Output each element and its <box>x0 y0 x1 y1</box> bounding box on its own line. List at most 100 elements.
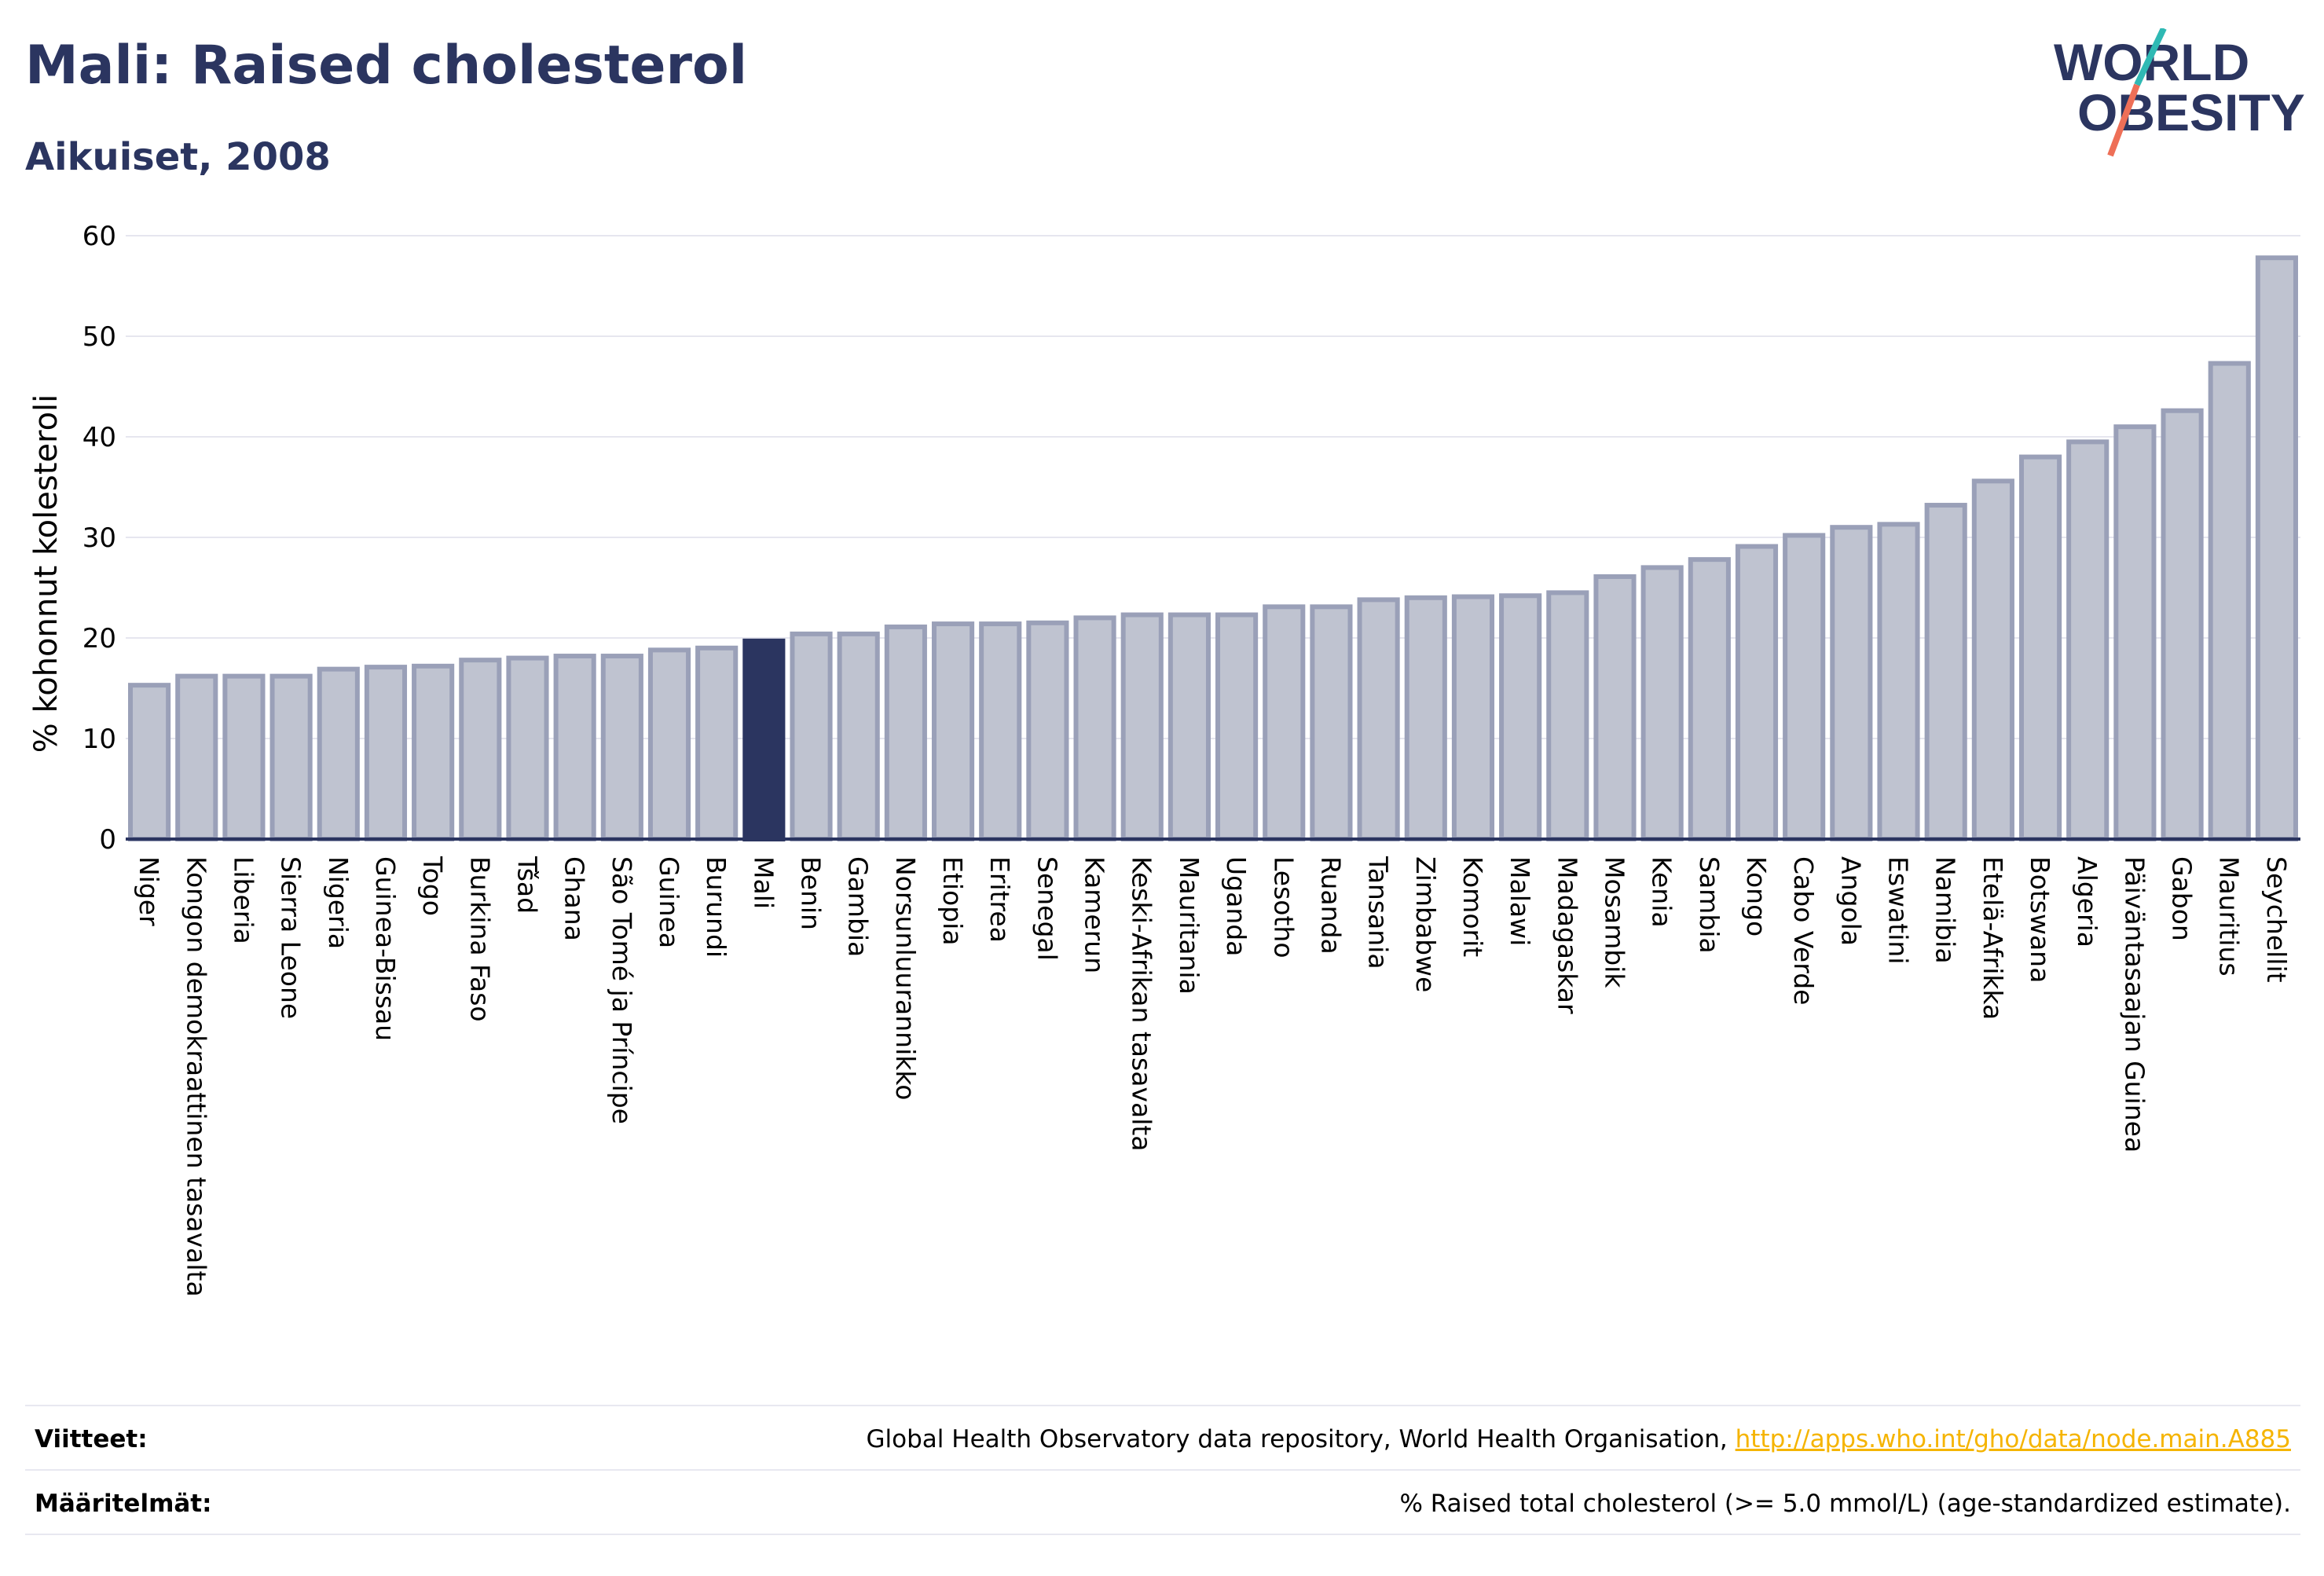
x-tick-label: Nigeria <box>323 856 354 949</box>
bar-sambia <box>1688 557 1731 841</box>
y-axis-label: % kohonnut kolesteroli <box>28 394 64 753</box>
bar-norsunluurannikko <box>884 624 927 841</box>
x-tick-label: Kamerun <box>1080 856 1110 973</box>
bar-guinea-bissau <box>364 665 408 841</box>
bar-algeria <box>2066 439 2110 842</box>
logo-slash-coral <box>2107 83 2140 157</box>
x-tick-label: Liberia <box>228 856 258 944</box>
bar-gabon <box>2161 408 2204 841</box>
y-tick-label: 10 <box>82 724 116 755</box>
x-tick-label: Benin <box>796 856 827 930</box>
bar-komorit <box>1451 594 1495 842</box>
definitions-label: Määritelmät: <box>35 1490 212 1518</box>
x-tick-label: Botswana <box>2025 856 2055 983</box>
bar-mauritius <box>2208 361 2251 841</box>
x-tick-label: Niger <box>134 856 164 926</box>
x-tick-label: Ruanda <box>1315 856 1346 955</box>
logo-slash-teal <box>2134 28 2167 86</box>
bar-ruanda <box>1310 604 1353 841</box>
definitions-text: % Raised total cholesterol (>= 5.0 mmol/… <box>1399 1490 2291 1518</box>
x-tick-label: Etiopia <box>937 856 968 946</box>
x-tick-label: Zimbabwe <box>1410 856 1441 992</box>
x-tick-label: Sierra Leone <box>276 856 306 1019</box>
bar-mali <box>742 638 786 842</box>
x-tick-label: Eritrea <box>984 856 1015 943</box>
bar-senegal <box>1026 620 1069 841</box>
x-tick-label: Etelä-Afrikka <box>1978 856 2008 1020</box>
x-tick-label: Tansania <box>1363 856 1394 969</box>
y-tick-label: 40 <box>82 422 116 453</box>
bar-togo <box>412 663 455 842</box>
x-tick-label: Uganda <box>1221 856 1252 956</box>
bar-uganda <box>1215 612 1259 841</box>
world-obesity-logo: WORLD OBESITY <box>2054 28 2305 157</box>
bar-cabo-verde <box>1783 533 1826 841</box>
sources-value: Global Health Observatory data repositor… <box>867 1425 2291 1453</box>
x-tick-label: Keski-Afrikan tasavalta <box>1127 856 1157 1152</box>
x-tick-label: Sambia <box>1694 856 1725 954</box>
x-tick-label: São Tomé ja Príncipe <box>607 856 637 1124</box>
logo-line-2: OBESITY <box>2077 83 2305 141</box>
bar-benin <box>790 631 833 841</box>
bar-guinea <box>647 647 691 841</box>
bar-p-iv-ntasaajan-guinea <box>2113 424 2157 841</box>
x-tick-label: Gabon <box>2167 856 2198 941</box>
bar-chart: 0 10 20 30 40 50 60 Niger Kongon demokraattinen … <box>28 221 2300 1297</box>
bar-lesotho <box>1263 604 1306 841</box>
bar-mauritania <box>1167 612 1211 841</box>
y-tick-label: 0 <box>99 824 116 856</box>
y-tick-label: 20 <box>82 623 116 654</box>
bar-tansania <box>1357 597 1400 841</box>
bar-sierra-leone <box>269 673 313 842</box>
sources-label: Viitteet: <box>35 1425 148 1453</box>
bar-kenia <box>1640 565 1684 842</box>
bar-angola <box>1830 525 1873 841</box>
bars-layer <box>128 255 2298 842</box>
sources-text: Global Health Observatory data repositor… <box>866 1425 1736 1453</box>
x-tick-label: Mosambik <box>1599 856 1629 988</box>
sources-row: Viitteet: Global Health Observatory data… <box>35 1425 2291 1472</box>
x-tick-label: Guinea <box>654 856 684 948</box>
bar-malawi <box>1499 593 1542 841</box>
x-tick-label: Senegal <box>1032 856 1062 961</box>
logo-line-1: WORLD <box>2054 33 2249 91</box>
bar-zimbabwe <box>1404 595 1447 841</box>
bar-nigeria <box>317 666 360 841</box>
bar-burundi <box>695 645 739 841</box>
bar-namibia <box>1924 503 1967 841</box>
x-tick-label: Eswatini <box>1883 856 1914 964</box>
bar-botswana <box>2018 454 2062 841</box>
footer-divider-middle <box>25 1469 2300 1471</box>
x-tick-label: Kongo <box>1741 856 1772 936</box>
page-title: Mali: Raised cholesterol <box>25 35 748 97</box>
bar-s-o-tom-ja-pr-ncipe <box>600 654 643 841</box>
bar-etiopia <box>931 621 975 842</box>
x-tick-label: Togo <box>417 856 448 916</box>
axis-layer: 0 10 20 30 40 50 60 Niger Kongon demokraattinen … <box>82 221 2300 1297</box>
x-tick-label: Komorit <box>1457 856 1488 957</box>
bar-madagaskar <box>1546 590 1589 842</box>
x-tick-label: Burkina Faso <box>464 856 495 1022</box>
x-tick-label: Tšad <box>511 856 542 914</box>
footer-divider-top <box>25 1405 2300 1406</box>
bar-kamerun <box>1073 615 1116 842</box>
x-tick-label: Lesotho <box>1268 856 1299 958</box>
x-tick-label: Burundi <box>701 856 731 958</box>
bar-burkina-faso <box>459 658 502 841</box>
bar-keski-afrikan-tasavalta <box>1120 612 1164 841</box>
footer-divider-bottom <box>25 1534 2300 1535</box>
y-tick-label: 50 <box>82 321 116 353</box>
bar-liberia <box>222 673 266 842</box>
bar-seychellit <box>2255 255 2298 842</box>
x-tick-label: Guinea-Bissau <box>370 856 401 1041</box>
sources-link[interactable]: http://apps.who.int/gho/data/node.main.A… <box>1735 1425 2291 1453</box>
bar-mosambik <box>1593 574 1637 841</box>
bar-eswatini <box>1877 522 1920 841</box>
x-tick-label: Seychellit <box>2261 856 2292 983</box>
x-tick-label: Angola <box>1835 856 1866 946</box>
x-tick-label: Päiväntasaajan Guinea <box>2119 856 2150 1153</box>
bar-kongon-demokraattinen-tasavalta <box>175 673 218 842</box>
x-tick-label: Malawi <box>1505 856 1535 946</box>
x-tick-label: Madagaskar <box>1552 856 1582 1014</box>
x-tick-label: Mauritania <box>1174 856 1204 995</box>
